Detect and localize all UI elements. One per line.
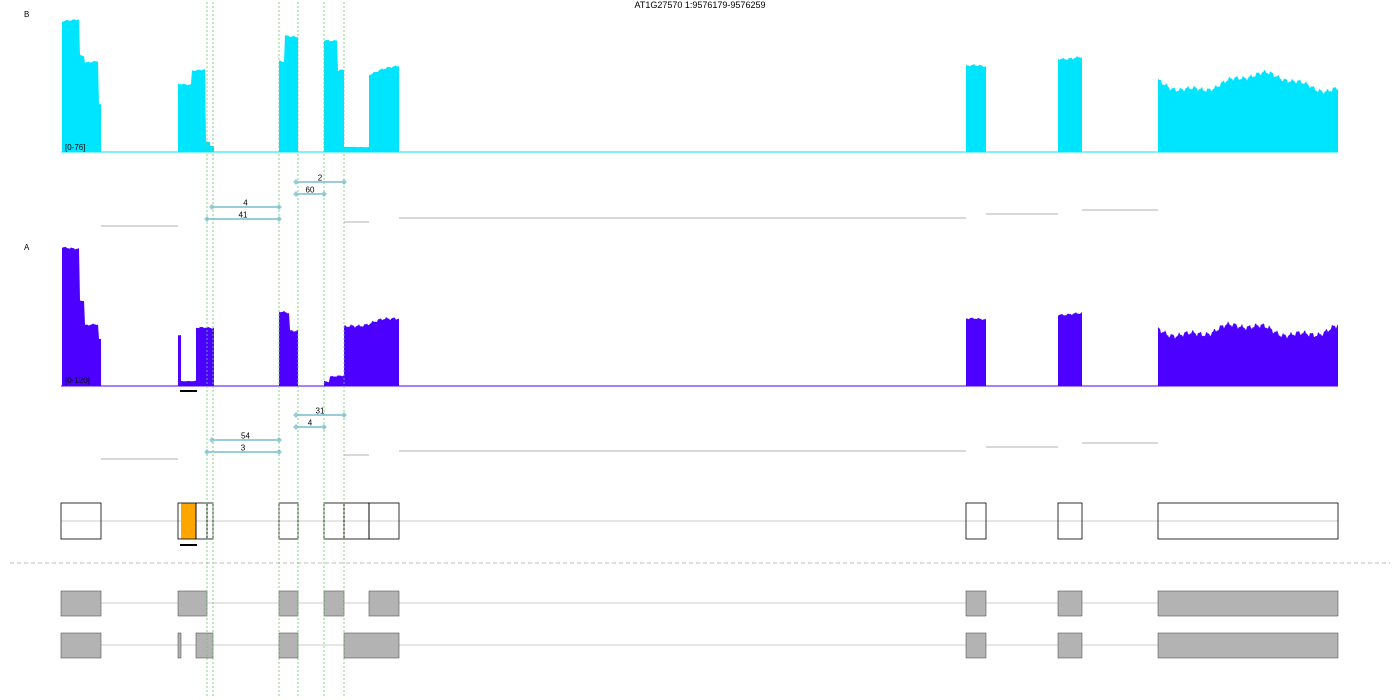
track-b-coverage-block <box>369 65 399 152</box>
track-a-coverage-block <box>181 380 196 386</box>
transcript-exon <box>343 632 400 659</box>
transcript-exon <box>965 590 987 617</box>
transcript-exon <box>60 590 102 617</box>
track-a-coverage-block <box>344 317 399 386</box>
guide-lines <box>206 2 345 698</box>
track-a-coverage-block <box>279 310 298 386</box>
feature-exon-box <box>278 502 299 540</box>
track-b-coverage-block <box>1058 56 1082 152</box>
track-b-coverage-block <box>966 64 986 152</box>
feature-exon-box <box>1157 502 1339 540</box>
track-b-junction-end-marker <box>293 179 299 185</box>
track-b-coverage-block <box>324 39 344 152</box>
track-a-junction-count: 4 <box>308 419 313 428</box>
track-a-highlight-bar <box>180 390 197 392</box>
track-a-coverage-block <box>62 246 101 386</box>
track-a-range-label: [0-120] <box>65 376 90 385</box>
track-b-junction-end-marker <box>209 204 215 210</box>
transcript-exon <box>1157 590 1339 617</box>
track-a-coverage-block <box>1058 312 1082 386</box>
feature-exon-box <box>60 502 102 540</box>
track-b-coverage-block <box>178 68 210 152</box>
track-a-junction-end-marker <box>293 412 299 418</box>
track-a-label: A <box>24 243 30 252</box>
track-b-coverage-block <box>62 19 101 152</box>
track-b-coverage-block <box>1158 69 1338 152</box>
track-a-junction-count: 31 <box>316 407 325 416</box>
transcript-exon <box>177 632 182 659</box>
track-a-junction-count: 54 <box>241 432 250 441</box>
plot-title: AT1G27570 1:9576179-9576259 <box>635 0 766 10</box>
transcript-exon <box>195 632 214 659</box>
transcript-exon <box>1057 632 1083 659</box>
feature-exon-box <box>1057 502 1083 540</box>
track-a-coverage-block <box>1158 321 1338 386</box>
track-a-coverage <box>61 246 1338 387</box>
track-b-junctions: 260 4 41 <box>101 174 1158 227</box>
transcript-exon <box>1057 590 1083 617</box>
track-b-junction-count: 60 <box>306 186 315 195</box>
track-a-coverage-block <box>324 375 344 386</box>
transcript-exon <box>60 632 102 659</box>
feature-highlight-bar <box>180 544 197 546</box>
track-b-junction-end-marker <box>293 191 299 197</box>
track-b-junction-count: 4 <box>243 199 248 208</box>
feature-exon-box <box>206 502 214 540</box>
track-b: B [0-76] 260 4 41 <box>24 10 1338 227</box>
feature-exon-box <box>368 502 400 540</box>
track-a-junction-count: 3 <box>241 444 246 453</box>
feature-model <box>60 502 1339 546</box>
track-a-junctions: 314 54 3 <box>101 407 1158 460</box>
transcript-exon <box>177 590 208 617</box>
track-a-coverage-block <box>178 335 181 386</box>
transcript-exon <box>368 590 400 617</box>
feature-highlight <box>181 503 196 539</box>
track-b-coverage-block <box>279 35 298 152</box>
track-b-label: B <box>24 10 29 19</box>
track-b-coverage <box>61 19 1338 153</box>
feature-exon-box <box>965 502 987 540</box>
transcript-models <box>60 590 1339 659</box>
track-a: A [0-120] 314 54 3 <box>24 243 1338 460</box>
transcript-exon <box>1157 632 1339 659</box>
track-a-coverage-block <box>966 317 986 386</box>
track-a-junction-end-marker <box>293 424 299 430</box>
track-a-junction-end-marker <box>209 437 215 443</box>
track-b-junction-count: 41 <box>239 211 248 220</box>
transcript-exon <box>323 590 345 617</box>
track-a-coverage-block <box>196 326 214 386</box>
track-b-junction-count: 2 <box>318 174 323 183</box>
transcript-exon <box>278 590 299 617</box>
track-b-range-label: [0-76] <box>65 143 85 152</box>
transcript-exon <box>965 632 987 659</box>
track-b-coverage-block <box>344 146 369 152</box>
transcript-exon <box>278 632 299 659</box>
